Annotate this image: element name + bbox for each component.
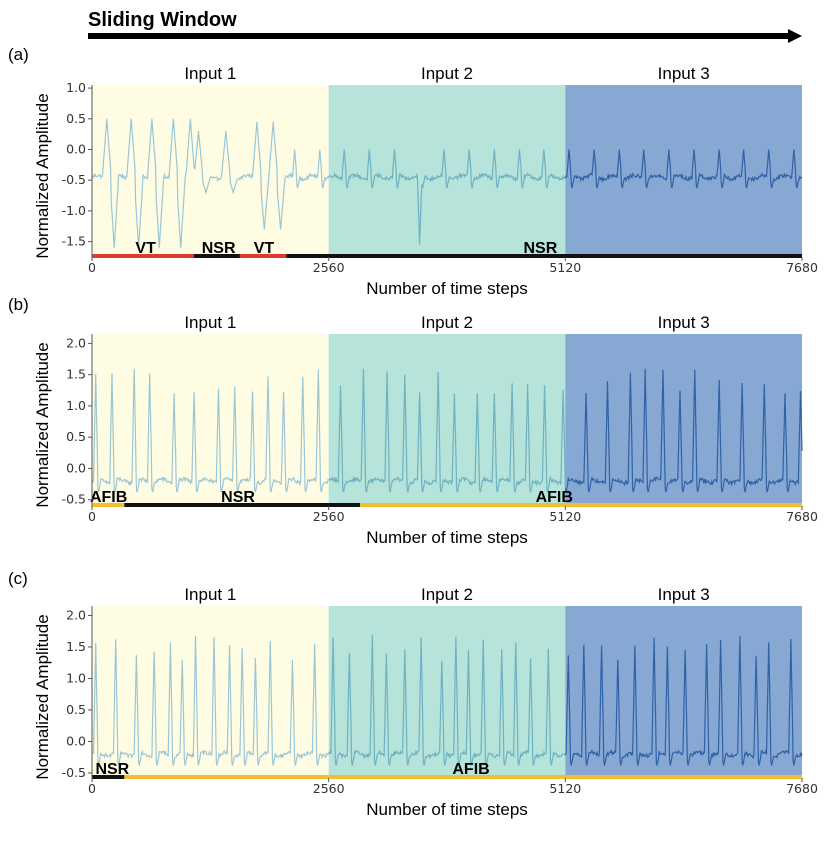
- x-tick-label: 2560: [313, 781, 345, 796]
- input-window-3: [565, 85, 802, 257]
- input-window-1: [92, 85, 329, 257]
- rhythm-label: NSR: [95, 761, 129, 778]
- y-tick-label: 0.5: [66, 702, 86, 717]
- input-label: Input 1: [184, 313, 236, 332]
- figure-title: Sliding Window: [88, 9, 237, 31]
- x-tick-label: 0: [88, 509, 96, 524]
- chart-panel-3: (c) Input 1 Input 2 Input 3 NSR AFIB -0.5 0.0 0.…: [8, 569, 818, 819]
- x-axis-title: Number of time steps: [366, 800, 528, 819]
- y-tick-label: 1.5: [66, 367, 86, 382]
- ecg-trace-window-3: [564, 368, 803, 493]
- y-tick-label: 0.5: [66, 429, 86, 444]
- rhythm-label: NSR: [202, 240, 236, 257]
- input-window-2: [328, 606, 566, 778]
- ecg-trace-window-3: [564, 149, 803, 189]
- y-tick-label: 1.0: [66, 398, 86, 413]
- input-label: Input 2: [421, 585, 473, 604]
- input-label: Input 2: [421, 313, 473, 332]
- x-tick-label: 0: [88, 781, 96, 796]
- ecg-trace-window-2: [328, 634, 566, 766]
- ecg-trace-window-1: [91, 635, 330, 766]
- ecg-trace-window-1: [91, 118, 330, 248]
- y-tick-label: 0.0: [66, 733, 86, 748]
- ecg-trace-window-1: [91, 368, 330, 493]
- panel-label: (a): [8, 45, 29, 64]
- x-tick-label: 0: [88, 260, 96, 275]
- panel-label: (b): [8, 295, 29, 314]
- x-tick-label: 7680: [786, 509, 818, 524]
- y-tick-label: -0.5: [62, 172, 86, 187]
- x-axis-title: Number of time steps: [366, 528, 528, 547]
- y-tick-label: 0.0: [66, 460, 86, 475]
- input-label: Input 1: [184, 585, 236, 604]
- input-window-1: [92, 606, 329, 778]
- rhythm-label: VT: [254, 240, 275, 257]
- input-label: Input 1: [184, 64, 236, 83]
- x-tick-label: 5120: [549, 260, 581, 275]
- rhythm-label: AFIB: [536, 489, 573, 506]
- x-tick-label: 7680: [786, 260, 818, 275]
- rhythm-label: NSR: [523, 240, 557, 257]
- y-tick-label: -1.5: [62, 234, 86, 249]
- input-label: Input 3: [658, 585, 710, 604]
- sliding-window-arrowhead: [788, 29, 802, 43]
- y-axis-title: Normalized Amplitude: [33, 614, 52, 779]
- y-tick-label: -1.0: [62, 203, 86, 218]
- y-axis-title: Normalized Amplitude: [33, 93, 52, 258]
- input-label: Input 3: [658, 64, 710, 83]
- panel-label: (c): [8, 569, 28, 588]
- y-tick-label: 1.0: [66, 670, 86, 685]
- rhythm-label: AFIB: [90, 489, 127, 506]
- rhythm-label: VT: [135, 240, 156, 257]
- ecg-trace-window-3: [564, 636, 803, 766]
- y-tick-label: 0.0: [66, 142, 86, 157]
- y-tick-label: -0.5: [62, 765, 86, 780]
- x-tick-label: 5120: [549, 781, 581, 796]
- y-tick-label: 1.0: [66, 80, 86, 95]
- panels: (a) Input 1 Input 2 Input 3 VT NSR VT NSR -1.5 -1…: [8, 45, 818, 819]
- x-axis-title: Number of time steps: [366, 279, 528, 298]
- input-label: Input 3: [658, 313, 710, 332]
- input-window-2: [328, 85, 566, 257]
- y-tick-label: 0.5: [66, 111, 86, 126]
- x-tick-label: 2560: [313, 260, 345, 275]
- y-axis-title: Normalized Amplitude: [33, 342, 52, 507]
- ecg-trace-window-2: [328, 368, 566, 493]
- y-tick-label: -0.5: [62, 492, 86, 507]
- x-tick-label: 2560: [313, 509, 345, 524]
- y-tick-label: 2.0: [66, 607, 86, 622]
- chart-panel-1: (a) Input 1 Input 2 Input 3 VT NSR VT NSR -1.5 -1…: [8, 45, 818, 298]
- ecg-trace-window-2: [328, 149, 566, 245]
- rhythm-label: AFIB: [452, 761, 489, 778]
- x-tick-label: 5120: [549, 509, 581, 524]
- rhythm-label: NSR: [221, 489, 255, 506]
- input-label: Input 2: [421, 64, 473, 83]
- y-tick-label: 2.0: [66, 335, 86, 350]
- y-tick-label: 1.5: [66, 639, 86, 654]
- x-tick-label: 7680: [786, 781, 818, 796]
